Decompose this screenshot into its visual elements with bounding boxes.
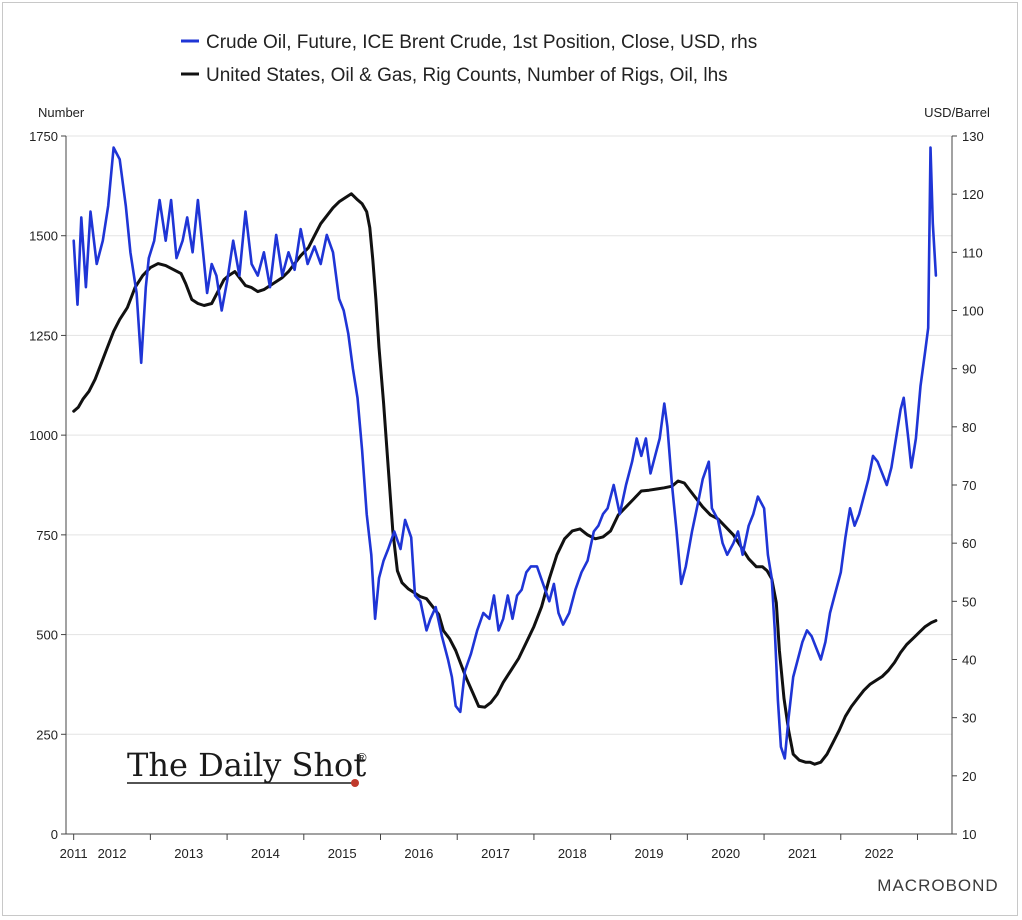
- x-tick-label: 2018: [558, 846, 587, 861]
- right-axis-unit: USD/Barrel: [924, 105, 990, 120]
- x-axis-ticks: 2011 2012 2013 2014 2015 2016 2017 2018 2019 2020…: [60, 834, 918, 861]
- rig-count-line: [72, 192, 938, 766]
- right-tick-label: 10: [962, 827, 976, 842]
- left-tick-label: 1500: [29, 229, 58, 244]
- left-tick-label: 750: [36, 528, 58, 543]
- legend-item-rigs: United States, Oil & Gas, Rig Counts, Nu…: [181, 65, 728, 86]
- x-tick-label: 2015: [328, 846, 357, 861]
- x-tick-label: 2017: [481, 846, 510, 861]
- legend-label-rigs: United States, Oil & Gas, Rig Counts, Nu…: [206, 65, 728, 86]
- right-tick-label: 70: [962, 478, 976, 493]
- x-tick-label: 2014: [251, 846, 280, 861]
- right-tick-label: 40: [962, 653, 976, 668]
- daily-shot-dot: [351, 779, 359, 787]
- x-tick-label: 2019: [635, 846, 664, 861]
- left-tick-label: 500: [36, 628, 58, 643]
- x-tick-label: 2012: [98, 846, 127, 861]
- x-tick-label: 2013: [174, 846, 203, 861]
- left-tick-label: 0: [51, 827, 58, 842]
- right-tick-label: 90: [962, 362, 976, 377]
- right-tick-label: 60: [962, 536, 976, 551]
- left-axis-unit: Number: [38, 105, 85, 120]
- right-tick-label: 80: [962, 420, 976, 435]
- left-tick-label: 1750: [29, 129, 58, 144]
- x-tick-label: 2022: [865, 846, 894, 861]
- x-tick-label: 2021: [788, 846, 817, 861]
- daily-shot-watermark: The Daily Shot ®: [127, 746, 367, 787]
- left-tick-label: 250: [36, 727, 58, 742]
- right-tick-label: 110: [962, 245, 983, 260]
- legend-label-brent: Crude Oil, Future, ICE Brent Crude, 1st …: [206, 32, 757, 53]
- left-tick-label: 1000: [29, 428, 58, 443]
- brent-crude-line: [72, 146, 938, 760]
- legend-item-brent: Crude Oil, Future, ICE Brent Crude, 1st …: [181, 32, 757, 53]
- right-tick-label: 20: [962, 769, 976, 784]
- series-lines: [72, 146, 938, 766]
- axes: [65, 136, 953, 835]
- left-tick-label: 1250: [29, 328, 58, 343]
- left-axis-ticks: 1750 1500 1250 1000 750 500 250 0: [29, 129, 66, 842]
- right-tick-label: 120: [962, 187, 984, 202]
- right-tick-label: 50: [962, 594, 976, 609]
- x-tick-label: 2020: [711, 846, 740, 861]
- right-axis-ticks: 130 120 110 100 90 80 70 60 50 40 30 20 10: [952, 129, 984, 842]
- daily-shot-text: The Daily Shot: [127, 746, 366, 784]
- x-tick-label: 2016: [404, 846, 433, 861]
- legend: Crude Oil, Future, ICE Brent Crude, 1st …: [181, 32, 757, 86]
- gridlines: [66, 135, 952, 735]
- right-tick-label: 30: [962, 711, 976, 726]
- registered-mark: ®: [357, 750, 367, 765]
- right-tick-label: 100: [962, 304, 984, 319]
- macrobond-logo: MACROBOND: [877, 876, 998, 895]
- x-tick-label: 2011: [60, 846, 88, 861]
- right-tick-label: 130: [962, 129, 984, 144]
